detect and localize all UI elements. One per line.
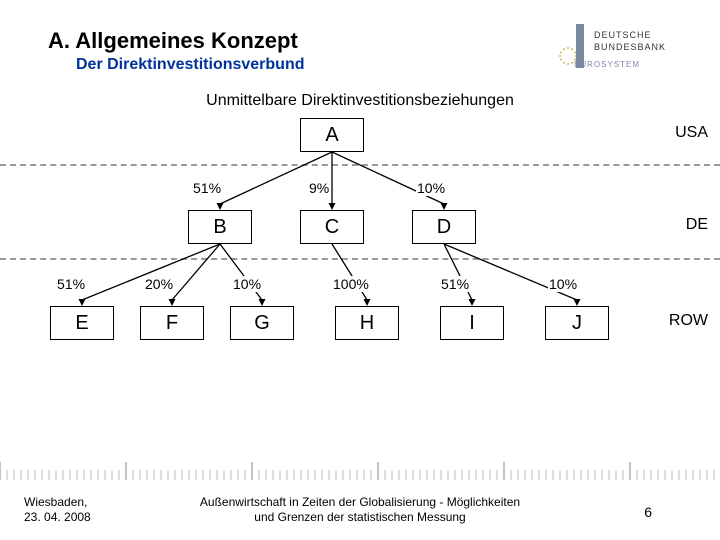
edge-label: 51% (440, 276, 470, 292)
org-tree-diagram: USA DE ROW ABCDEFGHIJ51%9%10%51%20%10%10… (0, 118, 720, 418)
node-g: G (230, 306, 294, 340)
node-f: F (140, 306, 204, 340)
edge-label: 9% (308, 180, 330, 196)
node-d: D (412, 210, 476, 244)
node-e: E (50, 306, 114, 340)
node-c: C (300, 210, 364, 244)
subtitle: Der Direktinvestitionsverbund (76, 56, 305, 74)
footer-center: Außenwirtschaft in Zeiten der Globalisie… (0, 495, 720, 526)
footer-caption-2: und Grenzen der statistischen Messung (254, 510, 465, 524)
footer-page-number: 6 (644, 504, 652, 520)
logo-text-1: DEUTSCHE (594, 30, 652, 40)
bundesbank-logo: DEUTSCHE BUNDESBANK EUROSYSTEM (570, 24, 690, 74)
diagram-title: Unmittelbare Direktinvestitionsbeziehung… (0, 92, 720, 110)
edge-label: 51% (192, 180, 222, 196)
logo-text-2: BUNDESBANK (594, 42, 666, 52)
node-a: A (300, 118, 364, 152)
edge-label: 100% (332, 276, 370, 292)
edge-label: 51% (56, 276, 86, 292)
node-j: J (545, 306, 609, 340)
edge-label: 10% (416, 180, 446, 196)
node-h: H (335, 306, 399, 340)
heading: A. Allgemeines Konzept (48, 28, 305, 54)
node-i: I (440, 306, 504, 340)
edge-label: 10% (548, 276, 578, 292)
node-b: B (188, 210, 252, 244)
edges-layer (0, 118, 720, 418)
ruler-ticks-icon (0, 450, 720, 480)
slide-header: A. Allgemeines Konzept Der Direktinvesti… (48, 28, 305, 74)
edge-label: 20% (144, 276, 174, 292)
edge-label: 10% (232, 276, 262, 292)
footer-caption-1: Außenwirtschaft in Zeiten der Globalisie… (200, 495, 520, 509)
logo-text-3: EUROSYSTEM (574, 60, 640, 69)
